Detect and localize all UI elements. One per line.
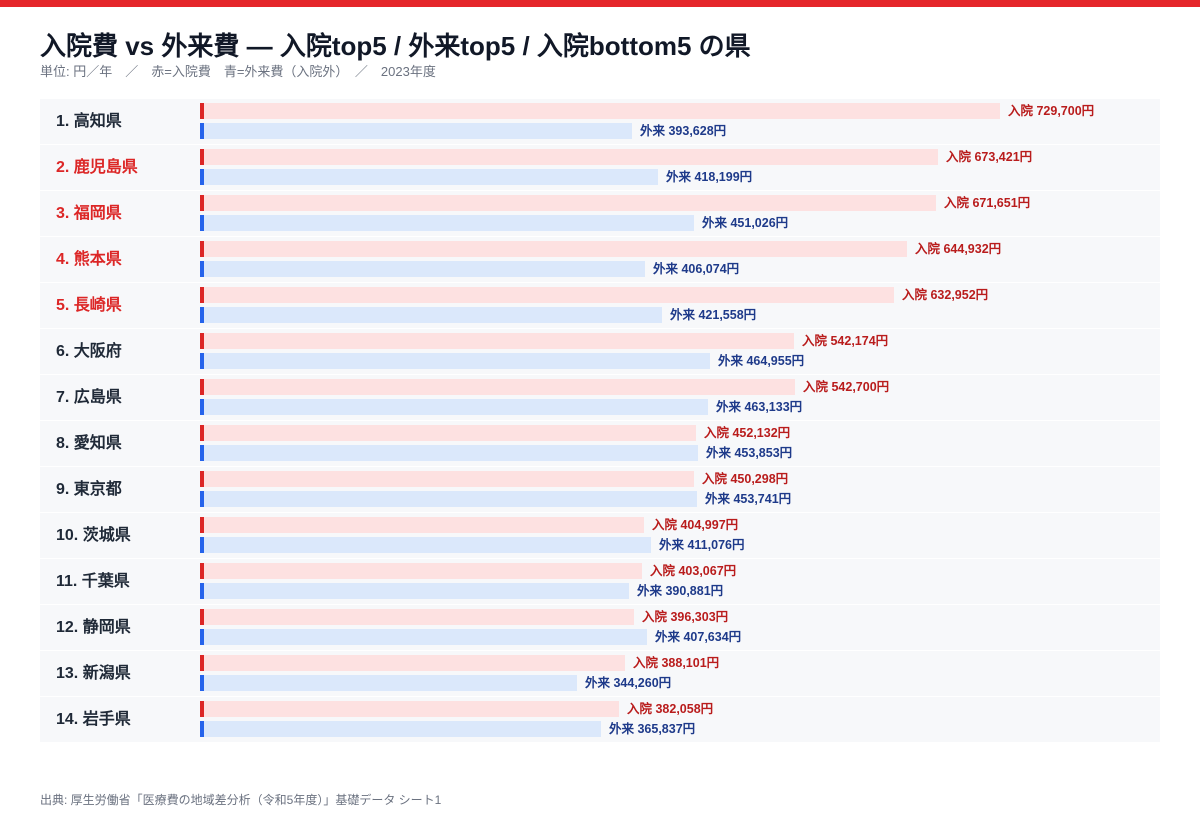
outpatient-bar [200,307,662,323]
chart-row: 2. 鹿児島県 入院 673,421円外来 418,199円 [40,145,1160,191]
chart-row: 8. 愛知県 入院 452,132円 外来 453,853円 [40,421,1160,467]
chart-row: 4. 熊本県 入院 644,932円外来 406,074円 [40,237,1160,283]
inpatient-bar [200,655,625,671]
chart-title: 入院費 vs 外来費 — 入院top5 / 外来top5 / 入院bottom5… [40,31,751,61]
category-label: 11. 千葉県 [56,573,130,590]
chart-row: 10. 茨城県 入院 404,997円外来 411,076円 [40,513,1160,559]
inpatient-bar [200,609,634,625]
outpatient-value-label: 外来 406,074円 [653,262,740,276]
outpatient-bar [200,215,694,231]
outpatient-bar [200,445,698,461]
outpatient-bar [200,261,645,277]
category-label: 2. 鹿児島県 [56,159,138,176]
chart-row: 1. 高知県 入院 729,700円外来 393,628円 [40,99,1160,145]
category-label: 6. 大阪府 [56,343,122,360]
chart-row: 3. 福岡県 入院 671,651円外来 451,026円 [40,191,1160,237]
inpatient-value-label: 入院 542,174円 [802,334,889,348]
inpatient-bar [200,195,936,211]
outpatient-bar [200,169,658,185]
chart-subtitle: 単位: 円／年 ／ 赤=入院費 青=外来費（入院外） ／ 2023年度 [40,64,436,79]
inpatient-value-label: 入院 644,932円 [915,242,1002,256]
outpatient-value-label: 外来 464,955円 [718,354,805,368]
top-accent-bar [0,0,1200,7]
inpatient-bar [200,333,794,349]
inpatient-value-label: 入院 403,067円 [650,564,737,578]
category-label: 4. 熊本県 [56,251,122,268]
outpatient-value-label: 外来 463,133円 [716,400,803,414]
inpatient-value-label: 入院 404,997円 [652,518,739,532]
outpatient-bar [200,583,629,599]
inpatient-value-label: 入院 388,101円 [633,656,720,670]
category-label: 9. 東京都 [56,481,122,498]
chart-row: 12. 静岡県 入院 396,303円外来 407,634円 [40,605,1160,651]
outpatient-value-label: 外来 344,260円 [585,676,672,690]
chart-row: 9. 東京都 入院 450,298円 外来 453,741円 [40,467,1160,513]
inpatient-value-label: 入院 673,421円 [946,150,1033,164]
category-label: 8. 愛知県 [56,435,122,452]
outpatient-value-label: 外来 365,837円 [609,722,696,736]
inpatient-value-label: 入院 729,700円 [1008,104,1095,118]
chart-row: 13. 新潟県 入院 388,101円外来 344,260円 [40,651,1160,697]
outpatient-value-label: 外来 453,853円 [706,446,793,460]
chart-row: 11. 千葉県 入院 403,067円外来 390,881円 [40,559,1160,605]
chart-row: 5. 長崎県 入院 632,952円外来 421,558円 [40,283,1160,329]
outpatient-value-label: 外来 451,026円 [702,216,789,230]
inpatient-bar [200,149,938,165]
category-label: 13. 新潟県 [56,665,131,682]
category-label: 7. 広島県 [56,389,122,406]
outpatient-value-label: 外来 421,558円 [670,308,757,322]
category-label: 14. 岩手県 [56,711,131,728]
inpatient-value-label: 入院 452,132円 [704,426,791,440]
source-note: 出典: 厚生労働省「医療費の地域差分析（令和5年度）」基礎データ シート1 [40,793,442,807]
outpatient-value-label: 外来 453,741円 [705,492,792,506]
outpatient-bar [200,675,577,691]
inpatient-value-label: 入院 382,058円 [627,702,714,716]
inpatient-bar [200,287,894,303]
outpatient-value-label: 外来 411,076円 [659,538,745,552]
category-label: 5. 長崎県 [56,297,122,314]
chart-row: 6. 大阪府 入院 542,174円外来 464,955円 [40,329,1160,375]
inpatient-bar [200,563,642,579]
outpatient-bar [200,491,697,507]
inpatient-bar [200,471,694,487]
category-label: 10. 茨城県 [56,527,131,544]
inpatient-bar [200,103,1000,119]
inpatient-value-label: 入院 632,952円 [902,288,989,302]
outpatient-bar [200,353,710,369]
outpatient-bar [200,399,708,415]
inpatient-bar [200,517,644,533]
outpatient-value-label: 外来 407,634円 [655,630,742,644]
inpatient-value-label: 入院 450,298円 [702,472,789,486]
inpatient-bar [200,701,619,717]
chart-row: 14. 岩手県 入院 382,058円外来 365,837円 [40,697,1160,743]
inpatient-value-label: 入院 542,700円 [803,380,890,394]
inpatient-value-label: 入院 396,303円 [642,610,729,624]
category-label: 1. 高知県 [56,113,122,130]
inpatient-bar [200,379,795,395]
inpatient-value-label: 入院 671,651円 [944,196,1031,210]
outpatient-value-label: 外来 418,199円 [666,170,753,184]
bar-chart: 1. 高知県 入院 729,700円 外来 393,628円 2. 鹿児島県 入院 67… [40,99,1160,743]
outpatient-value-label: 外来 390,881円 [637,584,724,598]
inpatient-bar [200,425,696,441]
category-label: 3. 福岡県 [56,205,122,222]
outpatient-bar [200,721,601,737]
outpatient-bar [200,123,632,139]
outpatient-value-label: 外来 393,628円 [640,124,727,138]
outpatient-bar [200,537,651,553]
outpatient-bar [200,629,647,645]
chart-row: 7. 広島県 入院 542,700円 外来 463,133円 [40,375,1160,421]
inpatient-bar [200,241,907,257]
category-label: 12. 静岡県 [56,619,131,636]
